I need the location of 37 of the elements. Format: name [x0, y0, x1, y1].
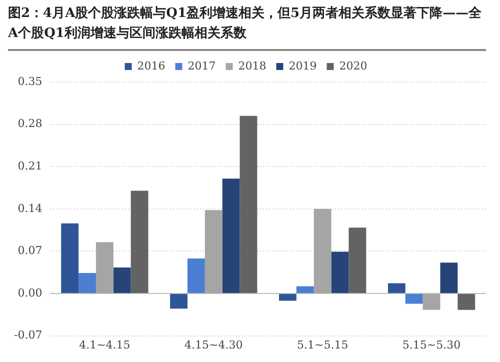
- bar: [204, 210, 222, 293]
- x-tick-label: 4.1~4.15: [79, 338, 130, 352]
- bar: [170, 294, 188, 309]
- legend-label: 2017: [188, 59, 216, 72]
- bar: [422, 294, 440, 310]
- bar: [296, 286, 314, 293]
- bar: [348, 228, 366, 293]
- x-tick-label: 5.15~5.30: [402, 338, 461, 352]
- legend-label: 2019: [288, 59, 317, 72]
- x-tick-label: 4.15~4.30: [184, 338, 243, 352]
- bar: [240, 116, 258, 293]
- chart-title: 图2：4月A股个股涨跌幅与Q1盈利增速相关，但5月两者相关系数显著下降——全A个股Q1利润增速与区间涨跌幅相关系数: [8, 4, 486, 51]
- legend-label: 2018: [238, 59, 266, 72]
- bar: [78, 272, 96, 293]
- y-tick-label: 0.00: [18, 286, 42, 300]
- bar: [314, 208, 332, 293]
- bar: [187, 258, 205, 293]
- bar: [113, 268, 131, 293]
- legend-label: 2020: [339, 59, 368, 72]
- bar: [96, 242, 114, 293]
- bar: [388, 283, 406, 293]
- bar: [440, 262, 458, 293]
- bar: [279, 294, 296, 301]
- y-tick-label: 0.21: [18, 159, 42, 172]
- bar: [458, 294, 476, 310]
- bar: [405, 294, 423, 304]
- bar: [331, 252, 349, 293]
- y-tick-label: 0.28: [18, 117, 42, 130]
- bar: [61, 223, 79, 293]
- y-tick-label: 0.07: [18, 244, 42, 258]
- y-tick-label: 0.14: [18, 202, 42, 215]
- bar: [130, 190, 148, 293]
- bar: [222, 178, 240, 293]
- legend-label: 2016: [137, 59, 166, 72]
- y-tick-label: -0.07: [14, 328, 42, 342]
- y-tick-label: 0.35: [18, 74, 42, 88]
- x-tick-label: 5.1~5.15: [296, 338, 348, 352]
